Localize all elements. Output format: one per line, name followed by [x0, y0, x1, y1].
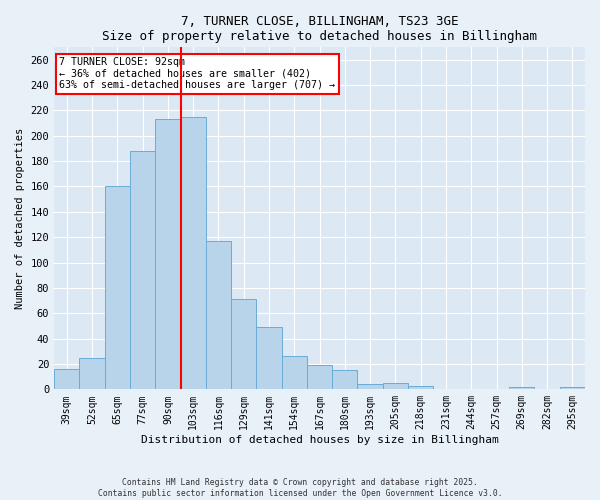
Title: 7, TURNER CLOSE, BILLINGHAM, TS23 3GE
Size of property relative to detached hous: 7, TURNER CLOSE, BILLINGHAM, TS23 3GE Si… — [102, 15, 537, 43]
Bar — [408, 386, 433, 390]
Bar — [281, 356, 307, 390]
Bar — [358, 384, 383, 390]
Bar — [231, 300, 256, 390]
Bar — [79, 358, 105, 390]
Text: 7 TURNER CLOSE: 92sqm
← 36% of detached houses are smaller (402)
63% of semi-det: 7 TURNER CLOSE: 92sqm ← 36% of detached … — [59, 57, 335, 90]
Bar — [206, 241, 231, 390]
Bar — [256, 327, 281, 390]
Y-axis label: Number of detached properties: Number of detached properties — [15, 128, 25, 309]
Bar — [181, 116, 206, 390]
Bar — [560, 387, 585, 390]
X-axis label: Distribution of detached houses by size in Billingham: Distribution of detached houses by size … — [141, 435, 499, 445]
Bar — [105, 186, 130, 390]
Bar — [383, 383, 408, 390]
Bar — [54, 369, 79, 390]
Bar — [130, 151, 155, 390]
Bar — [332, 370, 358, 390]
Text: Contains HM Land Registry data © Crown copyright and database right 2025.
Contai: Contains HM Land Registry data © Crown c… — [98, 478, 502, 498]
Bar — [509, 387, 535, 390]
Bar — [307, 365, 332, 390]
Bar — [155, 119, 181, 390]
